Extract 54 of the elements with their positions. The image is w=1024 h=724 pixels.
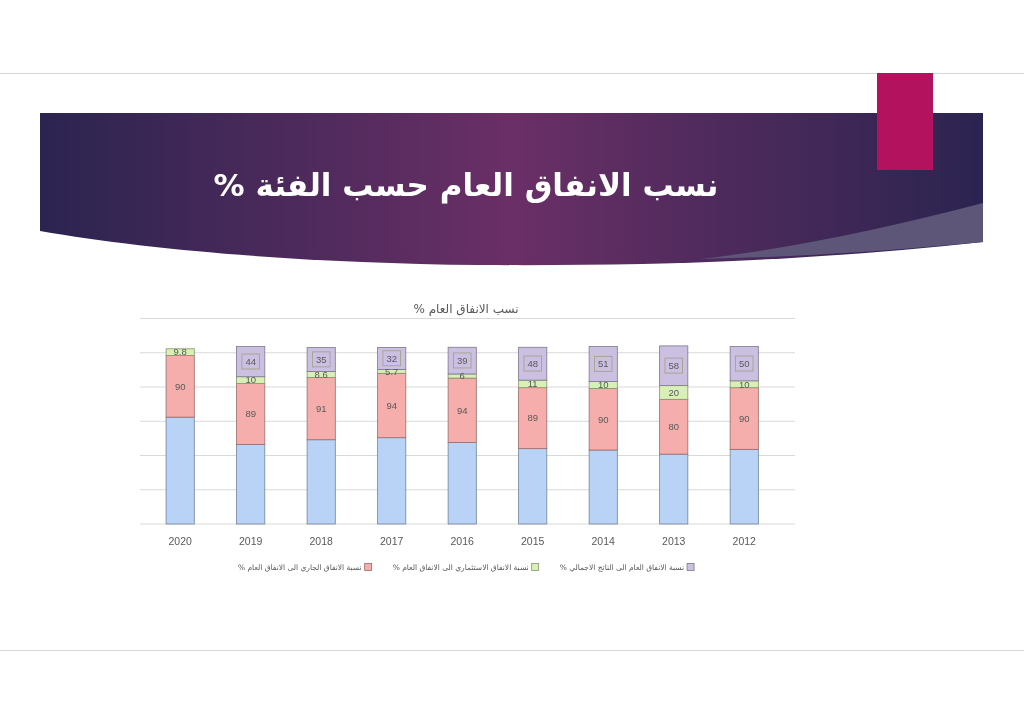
data-label: 89: [245, 408, 256, 420]
data-label: 44: [245, 355, 256, 367]
bar: [377, 437, 407, 525]
x-tick-label: 2015: [521, 535, 545, 547]
data-label: 90: [597, 413, 609, 425]
data-label: 10: [245, 374, 256, 386]
bar: [729, 448, 759, 525]
bar: [588, 387, 618, 451]
data-label: 50: [738, 358, 750, 370]
bar: [659, 453, 689, 525]
bar: [518, 387, 548, 450]
data-label: 90: [174, 380, 186, 392]
data-label: 8.6: [314, 368, 328, 380]
data-label: 80: [668, 421, 680, 433]
data-label: 11: [527, 378, 538, 390]
bar: [306, 377, 336, 441]
bar: [236, 383, 266, 445]
chart-title: نسب الانفاق العام حسب الفئة %: [213, 167, 719, 204]
bar: [306, 439, 336, 525]
data-label: 94: [456, 404, 468, 416]
x-tick-label: 2017: [380, 535, 404, 547]
bar: [447, 442, 477, 525]
x-tick-label: 2016: [450, 535, 475, 547]
data-label: 20: [668, 386, 680, 398]
x-tick-label: 2020: [168, 535, 193, 547]
x-tick-label: 2018: [309, 535, 334, 547]
data-label: 90: [738, 412, 750, 424]
data-label: 6: [459, 370, 465, 382]
data-label: 58: [668, 360, 680, 372]
data-label: 35: [315, 353, 327, 365]
x-tick-label: 2019: [239, 535, 263, 547]
bar: [518, 448, 548, 525]
bar: [165, 355, 195, 418]
bar: [729, 387, 759, 450]
data-label: 10: [597, 379, 609, 391]
x-tick-label: 2014: [591, 535, 616, 547]
chart-subtitle: نسب الانفاق العام %: [413, 302, 519, 316]
data-label: 32: [386, 352, 397, 364]
data-label: 91: [315, 402, 327, 414]
bar: [236, 444, 266, 525]
bar: [165, 416, 195, 525]
bar: [659, 398, 689, 455]
x-tick-label: 2013: [662, 535, 686, 547]
data-label: 39: [456, 354, 468, 366]
bar: [588, 346, 618, 382]
data-label: 10: [738, 378, 750, 390]
data-label: 9.8: [173, 346, 187, 358]
bar: [588, 449, 618, 525]
data-label: 89: [527, 412, 539, 424]
x-tick-label: 2012: [732, 535, 757, 547]
bar: [447, 377, 477, 443]
data-label: 48: [527, 358, 539, 370]
data-label: 51: [597, 358, 609, 370]
data-label: 94: [386, 399, 397, 411]
